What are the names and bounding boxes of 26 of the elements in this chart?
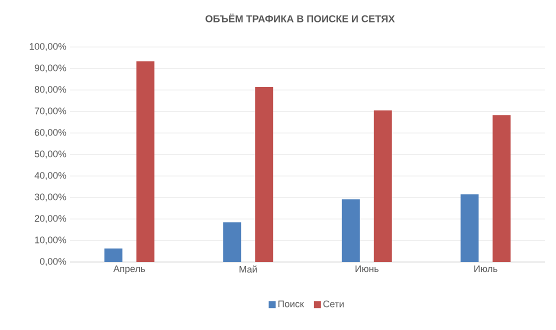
bar [342,199,360,262]
bar [136,61,154,262]
y-tick-label: 70,00% [34,108,66,116]
y-tick-label: 0,00% [40,258,66,266]
y-tick-label: 30,00% [34,194,66,202]
x-tick-label: Июль [474,266,498,272]
legend-label: Поиск [278,300,304,308]
bar [255,86,274,262]
legend-label: Сети [323,300,344,308]
bar [374,110,392,262]
y-tick-label: 90,00% [34,64,66,72]
bar [104,248,122,262]
bar [492,115,511,262]
bar [223,222,242,262]
y-tick-label: 20,00% [34,215,66,223]
chart-title: ОБЪЁМ ТРАФИКА В ПОИСКЕ И СЕТЯХ [206,14,395,22]
y-tick-label: 100,00% [30,43,66,51]
x-tick-label: Апрель [113,266,146,274]
y-tick-label: 40,00% [34,172,66,180]
bar [460,194,479,262]
x-tick-label: Май [240,266,257,273]
y-tick-label: 10,00% [35,236,66,244]
y-tick-label: 80,00% [34,86,66,94]
y-tick-label: 50,00% [34,150,66,158]
x-tick-label: Июнь [356,266,379,272]
y-tick-label: 60,00% [34,129,66,137]
